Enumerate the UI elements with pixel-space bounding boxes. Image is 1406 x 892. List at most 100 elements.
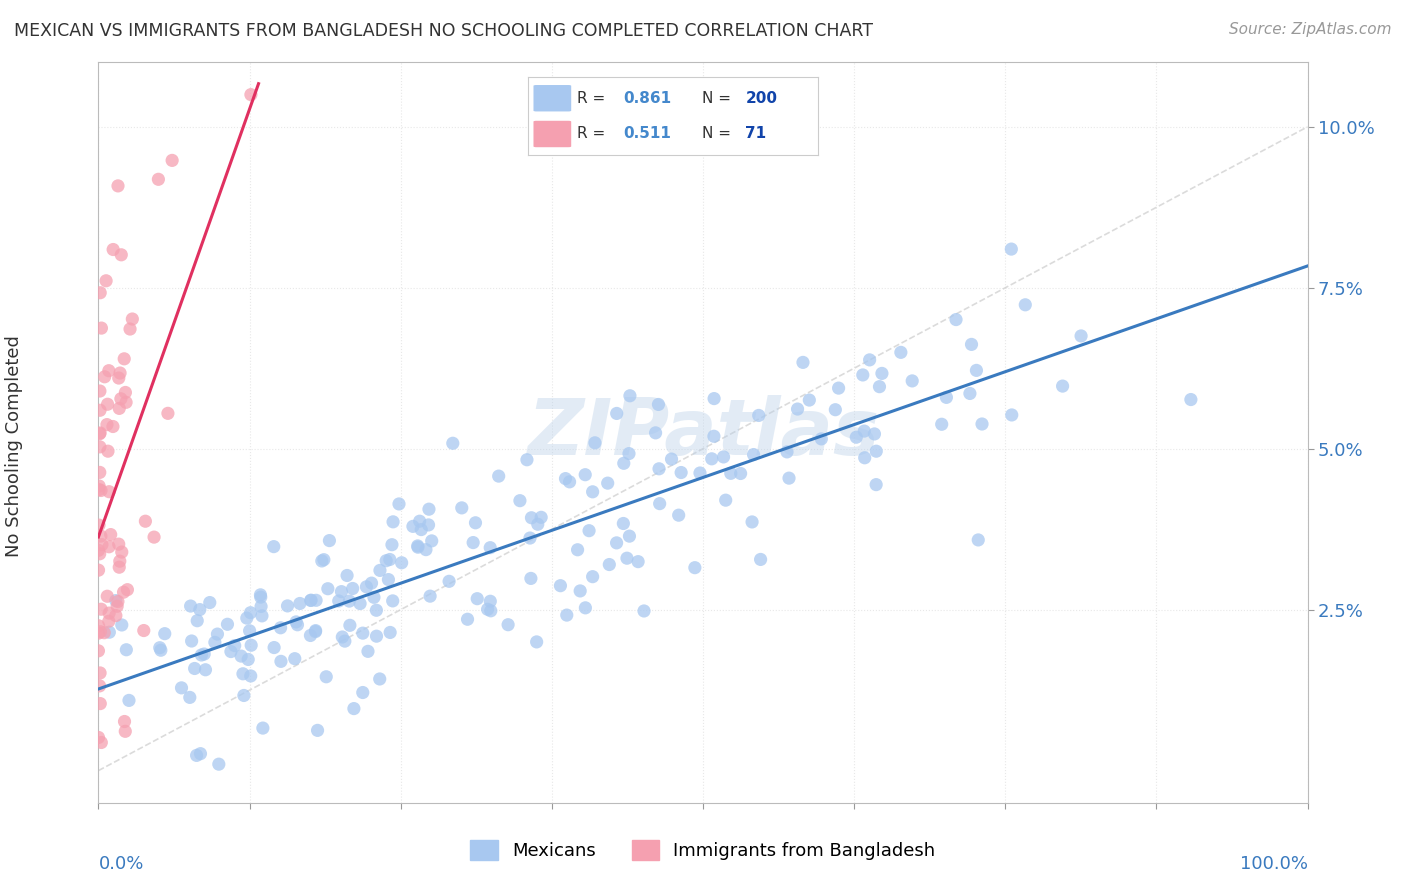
Point	[613, 456, 636, 470]
Point	[96, 589, 118, 603]
Point	[240, 638, 263, 652]
Point	[339, 618, 361, 632]
Point	[703, 429, 725, 443]
Point	[107, 537, 129, 551]
Point	[1070, 329, 1092, 343]
Point	[845, 430, 868, 444]
Point	[689, 466, 711, 480]
Point	[869, 379, 891, 393]
Point	[863, 426, 886, 441]
Point	[112, 585, 135, 599]
Point	[219, 644, 242, 658]
Point	[239, 87, 262, 102]
Point	[748, 409, 770, 423]
Point	[648, 497, 671, 511]
Point	[598, 558, 620, 572]
Point	[239, 624, 262, 638]
Point	[391, 556, 413, 570]
Point	[959, 386, 981, 401]
Point	[89, 697, 111, 711]
Point	[378, 552, 401, 566]
Point	[250, 599, 273, 614]
Point	[315, 670, 337, 684]
Point	[204, 635, 226, 649]
Point	[567, 542, 589, 557]
Point	[337, 594, 360, 608]
Point	[134, 514, 156, 528]
Point	[516, 452, 538, 467]
Point	[270, 654, 292, 668]
Point	[87, 483, 110, 497]
Point	[627, 555, 650, 569]
Point	[87, 563, 110, 577]
Point	[644, 425, 666, 440]
Point	[859, 352, 882, 367]
Point	[330, 584, 353, 599]
Point	[112, 351, 135, 366]
Point	[107, 371, 129, 385]
Point	[574, 467, 596, 482]
Point	[465, 591, 488, 606]
Point	[249, 590, 271, 604]
Point	[479, 604, 502, 618]
Point	[316, 582, 339, 596]
Point	[366, 629, 388, 643]
Point	[96, 417, 118, 432]
Point	[582, 569, 605, 583]
Point	[288, 597, 311, 611]
Point	[186, 748, 208, 763]
Point	[90, 735, 112, 749]
Point	[967, 533, 990, 547]
Point	[343, 701, 366, 715]
Point	[89, 624, 111, 639]
Point	[179, 690, 201, 705]
Point	[149, 640, 172, 655]
Point	[270, 621, 292, 635]
Point	[117, 582, 139, 597]
Point	[194, 663, 217, 677]
Point	[352, 626, 374, 640]
Point	[114, 385, 136, 400]
Point	[101, 419, 124, 434]
Point	[97, 364, 120, 378]
Point	[118, 693, 141, 707]
Point	[366, 603, 388, 617]
Point	[89, 426, 111, 441]
Point	[90, 602, 112, 616]
Point	[464, 516, 486, 530]
Point	[402, 519, 425, 533]
Point	[363, 591, 385, 605]
Point	[132, 624, 155, 638]
Text: ZIPatlas: ZIPatlas	[527, 394, 879, 471]
Point	[89, 665, 111, 680]
Point	[375, 554, 398, 568]
Point	[792, 355, 814, 369]
Point	[97, 397, 120, 411]
Point	[810, 432, 832, 446]
Point	[276, 599, 298, 613]
Point	[115, 642, 138, 657]
Point	[333, 634, 356, 648]
Point	[420, 533, 443, 548]
Point	[156, 406, 179, 420]
Point	[94, 274, 117, 288]
Point	[352, 685, 374, 699]
Point	[87, 543, 110, 558]
Point	[1014, 298, 1036, 312]
Point	[714, 493, 737, 508]
Point	[683, 560, 706, 574]
Point	[550, 579, 572, 593]
Point	[730, 467, 752, 481]
Point	[450, 500, 472, 515]
Point	[382, 515, 405, 529]
Point	[287, 617, 309, 632]
Point	[742, 448, 765, 462]
Point	[1001, 408, 1024, 422]
Point	[149, 643, 172, 657]
Point	[98, 540, 121, 554]
Point	[87, 731, 110, 745]
Point	[299, 593, 322, 607]
Point	[554, 472, 576, 486]
Point	[93, 369, 115, 384]
Point	[418, 517, 440, 532]
